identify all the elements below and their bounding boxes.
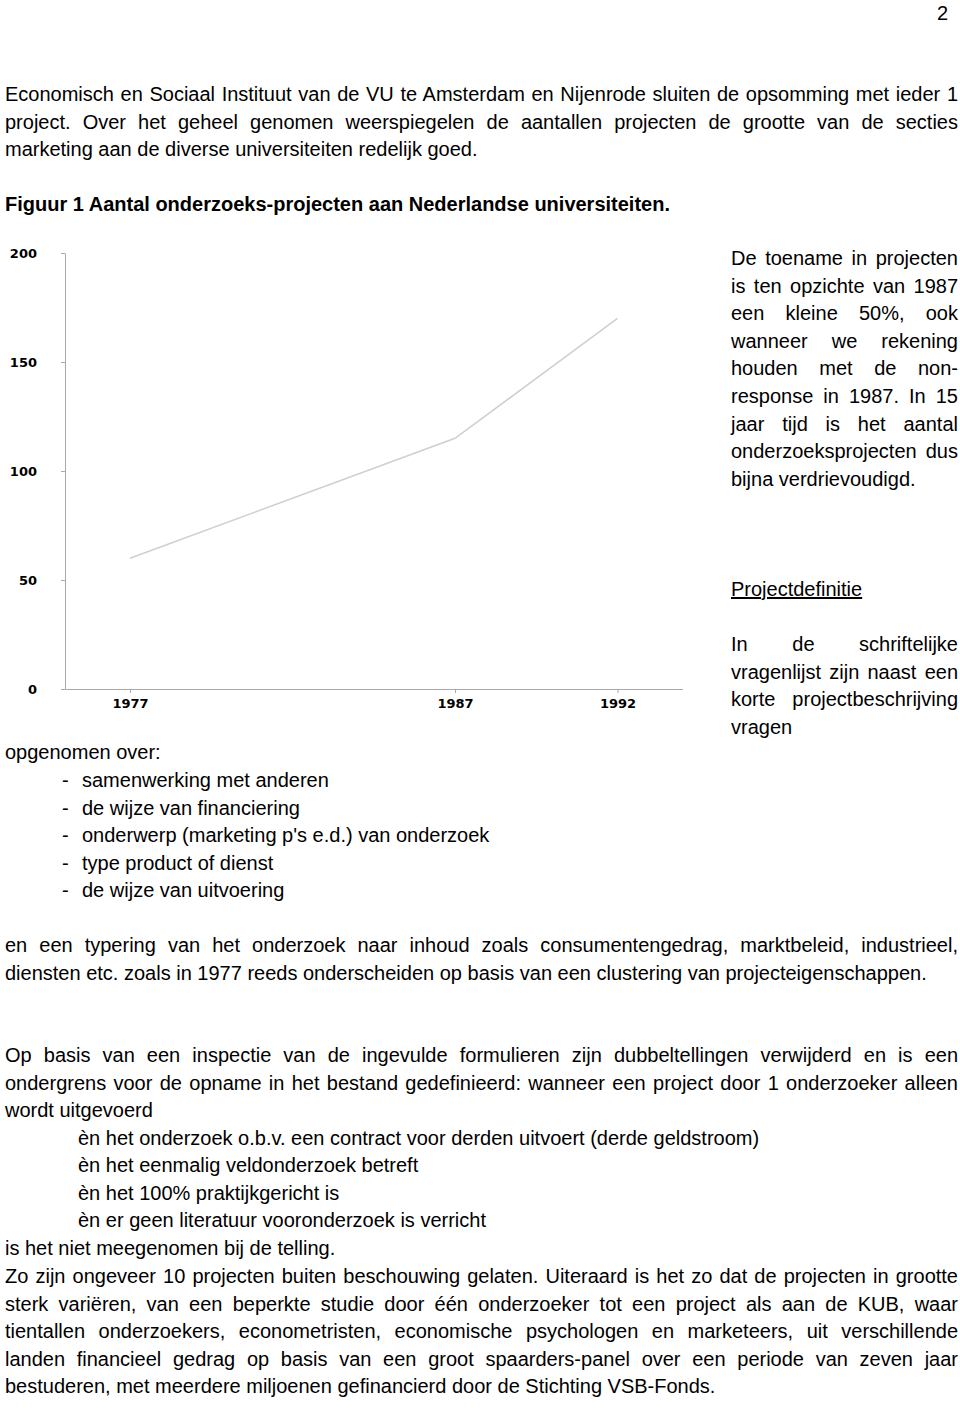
x-tick: 1992 [600,689,636,711]
tick-label: 1987 [437,696,473,711]
list-bullet: - [62,767,69,795]
condition: èn het onderzoek o.b.v. een contract voo… [78,1125,759,1153]
list-item: samenwerking met anderen [82,767,329,795]
section-heading: Projectdefinitie [731,576,862,604]
list-bullet: - [62,877,69,905]
tick-mark [130,689,131,693]
axis-line [65,254,66,690]
paragraph: Zo zijn ongeveer 10 projecten buiten bes… [5,1263,958,1401]
side-paragraph: In de schriftelijke vragenlijst zijn naa… [731,631,958,741]
tick-label: 0 [28,682,37,697]
tick-mark [61,362,65,363]
data-line [130,318,618,558]
paragraph: Economisch en Sociaal Instituut van de V… [5,81,958,164]
tick-mark [618,689,619,693]
x-axis: 1977 1987 1992 [66,689,684,711]
axis-line [66,689,684,690]
tick-label: 50 [19,573,37,588]
tick-mark [61,253,65,254]
tick-mark [61,689,65,690]
paragraph: en een typering van het onderzoek naar i… [5,932,958,987]
list-item: de wijze van financiering [82,795,300,823]
tick-mark [455,689,456,693]
y-tick: 200 [10,246,65,261]
list-bullet: - [62,795,69,823]
chart: 0 50 100 150 200 1977 1987 1992 [0,230,710,730]
list-bullet: - [62,822,69,850]
list-item: onderwerp (marketing p's e.d.) van onder… [82,822,489,850]
paragraph: is het niet meegenomen bij de telling. [5,1235,335,1263]
condition: èn er geen literatuur vooronderzoek is v… [78,1207,486,1235]
x-tick: 1977 [112,689,148,711]
x-tick: 1987 [437,689,473,711]
paragraph: Op basis van een inspectie van de ingevu… [5,1042,958,1125]
tick-label: 1992 [600,696,636,711]
tick-label: 150 [10,355,37,370]
tick-label: 200 [10,246,37,261]
page-number: 2 [937,0,948,28]
condition: èn het 100% praktijkgericht is [78,1180,339,1208]
y-tick: 150 [10,355,65,370]
y-tick: 0 [28,682,65,697]
list-item: de wijze van uitvoering [82,877,284,905]
y-tick: 100 [10,464,65,479]
tick-label: 100 [10,464,37,479]
page: 2 Economisch en Sociaal Instituut van de … [0,0,960,1428]
tick-mark [61,471,65,472]
tick-label: 1977 [112,696,148,711]
tick-mark [61,580,65,581]
side-paragraph: De toename in projecten is ten opzichte … [731,245,958,493]
plot-area [130,318,618,558]
paragraph: opgenomen over: [5,739,161,767]
figure-title: Figuur 1 Aantal onderzoeks-projecten aan… [5,191,958,219]
list-item: type product of dienst [82,850,273,878]
condition: èn het eenmalig veldonderzoek betreft [78,1152,418,1180]
list-bullet: - [62,850,69,878]
y-axis: 0 50 100 150 200 [10,246,66,697]
y-tick: 50 [19,573,65,588]
